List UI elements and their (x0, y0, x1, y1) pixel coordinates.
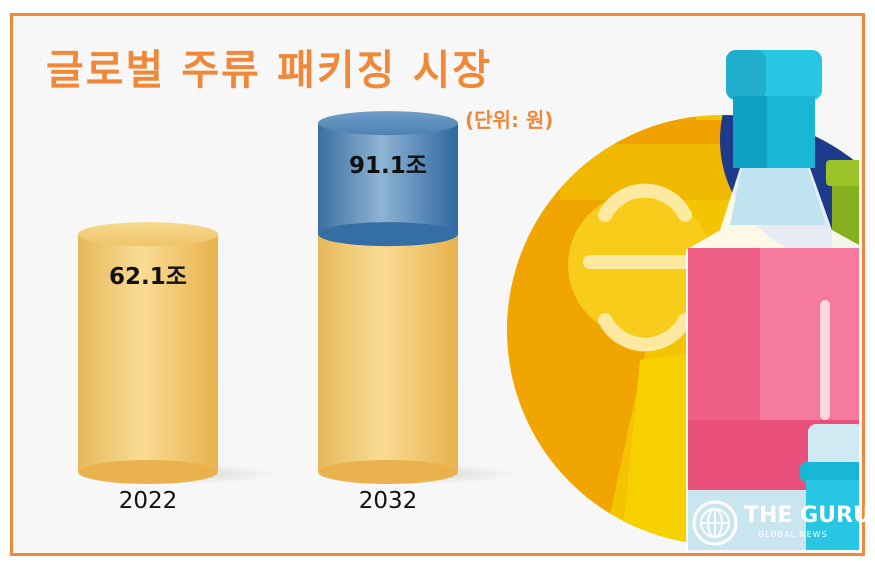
unit-label: (단위: 원) (465, 108, 554, 132)
globe-icon (692, 500, 738, 546)
logo-name: THE GURU (744, 503, 871, 528)
coin-icon (583, 183, 707, 352)
logo-subtitle: GLOBAL NEWS (758, 530, 828, 539)
bar-2032 (318, 111, 518, 484)
small-bottle-icon (800, 424, 859, 550)
bar-2022 (78, 222, 278, 484)
value-label-2032: 91.1조 (349, 153, 427, 179)
publisher-logo: THE GURU GLOBAL NEWS (688, 497, 871, 549)
value-label-2022: 62.1조 (109, 264, 187, 290)
category-label-2032: 2032 (359, 488, 418, 514)
category-label-2022: 2022 (119, 488, 178, 514)
chart-title: 글로벌 주류 패키징 시장 (46, 46, 493, 94)
